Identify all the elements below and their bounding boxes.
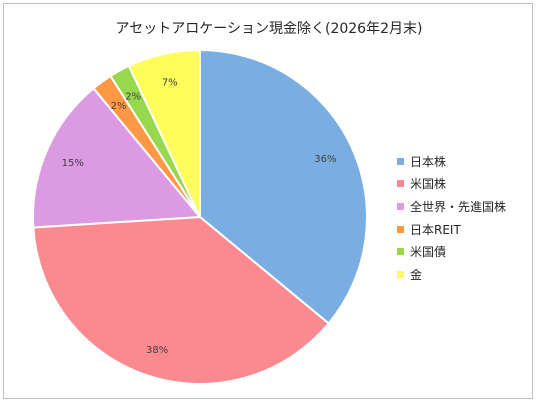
legend-label-3: 全世界・先進国株	[410, 199, 507, 214]
legend-label-6: 金	[410, 267, 423, 282]
legend-swatch-5	[397, 248, 404, 256]
data-label-4: 2%	[111, 101, 127, 112]
legend-item-6: 金	[397, 263, 506, 286]
data-label-6: 7%	[162, 78, 178, 89]
legend-swatch-3	[397, 202, 404, 210]
data-label-2: 38%	[146, 345, 168, 356]
data-label-3: 15%	[62, 158, 84, 169]
legend-item-1: 日本株	[397, 150, 506, 173]
legend: 日本株米国株全世界・先進国株 日本REIT 米国債金	[397, 150, 506, 286]
legend-swatch-2	[397, 180, 404, 188]
pie-slice-2	[32, 215, 331, 386]
legend-item-2: 米国株	[397, 173, 506, 196]
legend-label-1: 日本株	[410, 154, 447, 169]
legend-item-5: 米国債	[397, 240, 506, 263]
legend-label-5: 米国債	[410, 245, 447, 260]
pie-slice-3	[32, 86, 203, 229]
legend-swatch-4	[397, 225, 404, 233]
chart-title: アセットアロケーション現金除く(2026年2月末)	[115, 21, 423, 37]
pie-slice-6	[127, 48, 201, 218]
data-label-5: 2%	[125, 92, 141, 103]
legend-label-2: 米国株	[410, 177, 447, 192]
legend-label-4: 日本REIT	[410, 222, 461, 237]
legend-swatch-1	[397, 157, 404, 165]
legend-swatch-6	[397, 270, 404, 278]
data-label-1: 36%	[314, 154, 336, 165]
legend-item-3: 全世界・先進国株	[397, 195, 506, 218]
pie-slice-1	[199, 48, 368, 325]
legend-item-4: 日本REIT	[397, 218, 506, 241]
